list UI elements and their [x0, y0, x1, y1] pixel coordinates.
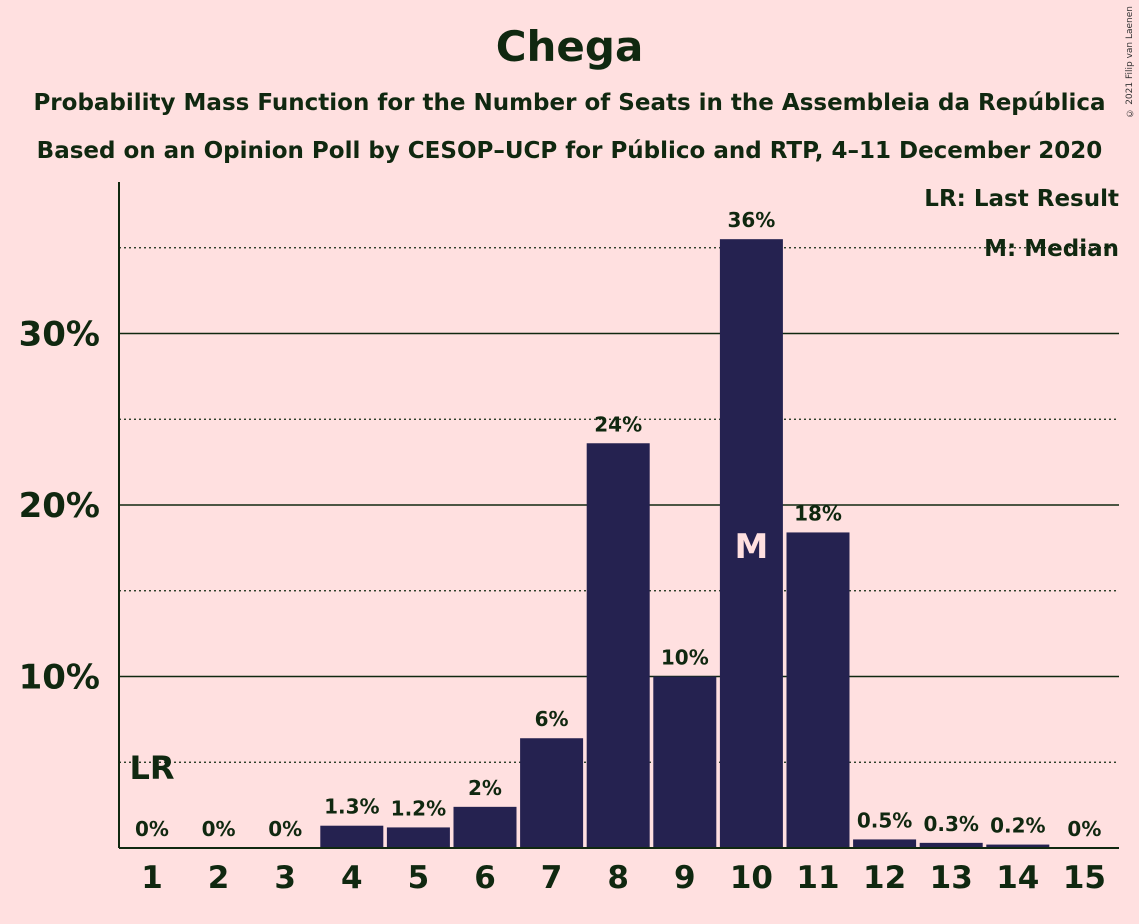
data-label: 36% — [727, 208, 775, 232]
chart-subtitle: Probability Mass Function for the Number… — [33, 90, 1106, 116]
data-label: 18% — [794, 501, 842, 525]
x-tick-label: 2 — [208, 860, 230, 896]
data-label: 0% — [135, 817, 169, 841]
median-marker: M — [734, 527, 768, 567]
data-label: 2% — [468, 776, 502, 800]
x-tick-label: 3 — [274, 860, 296, 896]
bar — [653, 676, 717, 848]
data-label: 0% — [268, 817, 302, 841]
x-tick-label: 7 — [541, 860, 563, 896]
legend-median: M: Median — [984, 236, 1119, 262]
bar — [719, 239, 783, 849]
x-tick-label: 10 — [730, 860, 773, 896]
bar — [853, 839, 917, 848]
y-tick-label: 30% — [19, 315, 100, 355]
data-label: 10% — [661, 646, 709, 670]
chart-subtitle-source: Based on an Opinion Poll by CESOP–UCP fo… — [36, 138, 1103, 164]
legend-last-result: LR: Last Result — [924, 186, 1119, 212]
x-tick-label: 6 — [474, 860, 496, 896]
last-result-marker: LR — [129, 749, 174, 787]
bar — [320, 825, 384, 848]
data-label: 0.5% — [857, 808, 912, 832]
data-label: 24% — [594, 412, 642, 436]
x-tick-label: 12 — [863, 860, 906, 896]
bar — [986, 844, 1050, 848]
x-tick-label: 1 — [141, 860, 163, 896]
data-label: 0% — [202, 817, 236, 841]
x-tick-label: 15 — [1063, 860, 1106, 896]
bar — [586, 443, 650, 848]
data-label: 6% — [535, 707, 569, 731]
x-tick-label: 5 — [408, 860, 430, 896]
data-label: 0.3% — [923, 812, 978, 836]
data-label: 1.2% — [391, 796, 446, 820]
bar — [386, 827, 450, 848]
bar — [919, 842, 983, 848]
x-tick-label: 9 — [674, 860, 696, 896]
data-label: 0% — [1067, 817, 1101, 841]
bar — [453, 806, 517, 848]
x-tick-label: 14 — [996, 860, 1039, 896]
x-tick-label: 13 — [930, 860, 973, 896]
chart-title: Chega — [495, 22, 644, 71]
x-tick-label: 11 — [796, 860, 839, 896]
x-tick-label: 4 — [341, 860, 363, 896]
x-tick-label: 8 — [607, 860, 629, 896]
y-tick-label: 20% — [19, 486, 100, 526]
y-tick-label: 10% — [19, 658, 100, 698]
bar — [520, 738, 584, 848]
bar — [786, 532, 850, 848]
data-label: 1.3% — [324, 795, 379, 819]
data-label: 0.2% — [990, 814, 1045, 838]
